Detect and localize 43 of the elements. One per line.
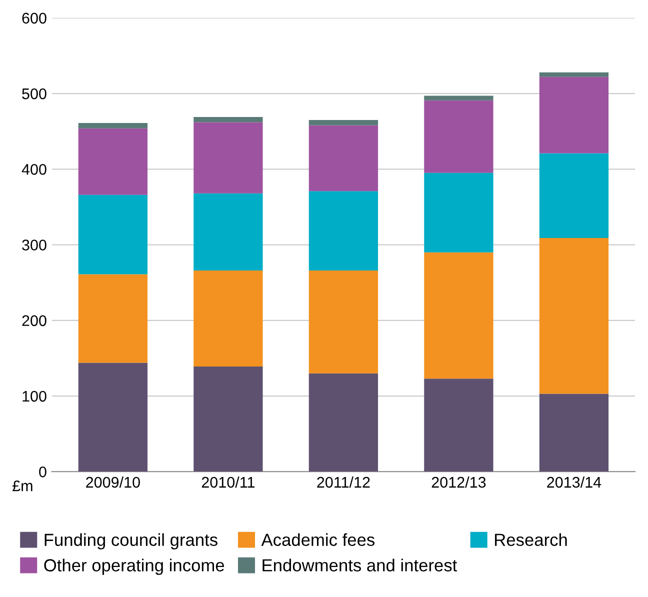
bar <box>78 123 148 128</box>
x-tick-label: 2009/10 <box>86 476 140 488</box>
bar <box>539 153 609 238</box>
bar <box>194 193 263 270</box>
y-tick-label: 500 <box>22 88 46 100</box>
y-tick-label: 300 <box>22 240 46 250</box>
x-tick-label: 2011/12 <box>317 476 370 488</box>
x-tick-label: 2012/13 <box>432 476 486 488</box>
bar <box>308 373 378 472</box>
y-tick-label: 0 <box>39 466 46 478</box>
bar <box>78 362 148 472</box>
y-tick-label: 200 <box>22 315 46 326</box>
bar <box>308 120 378 126</box>
legend-label: Other operating income <box>44 558 224 575</box>
bar <box>424 252 494 379</box>
y-tick-label: 600 <box>22 12 46 24</box>
x-tick-label: 2010/11 <box>202 476 254 488</box>
legend-label: Academic fees <box>261 533 374 546</box>
bar <box>78 274 148 363</box>
bar <box>539 76 609 154</box>
bar <box>78 128 148 195</box>
legend-label: Funding council grants <box>44 533 218 550</box>
y-tick-label: 400 <box>22 164 46 175</box>
bar <box>308 270 378 374</box>
bar <box>424 96 494 100</box>
bar <box>424 100 494 173</box>
bar <box>539 238 609 394</box>
x-tick-label: 2013/14 <box>547 476 602 488</box>
bar <box>424 172 494 252</box>
bar <box>78 194 148 274</box>
bar <box>194 366 263 472</box>
bar <box>194 116 263 122</box>
legend-label: Endowments and interest <box>262 558 458 572</box>
legend-label: Research <box>495 533 567 546</box>
bar <box>194 122 263 194</box>
bar <box>539 394 609 472</box>
bar <box>308 191 378 270</box>
y-axis-title: £m <box>12 480 32 492</box>
bar <box>539 72 609 77</box>
bar <box>194 270 263 367</box>
y-tick-label: 100 <box>22 390 46 402</box>
bar <box>308 125 378 192</box>
bar <box>424 378 494 472</box>
